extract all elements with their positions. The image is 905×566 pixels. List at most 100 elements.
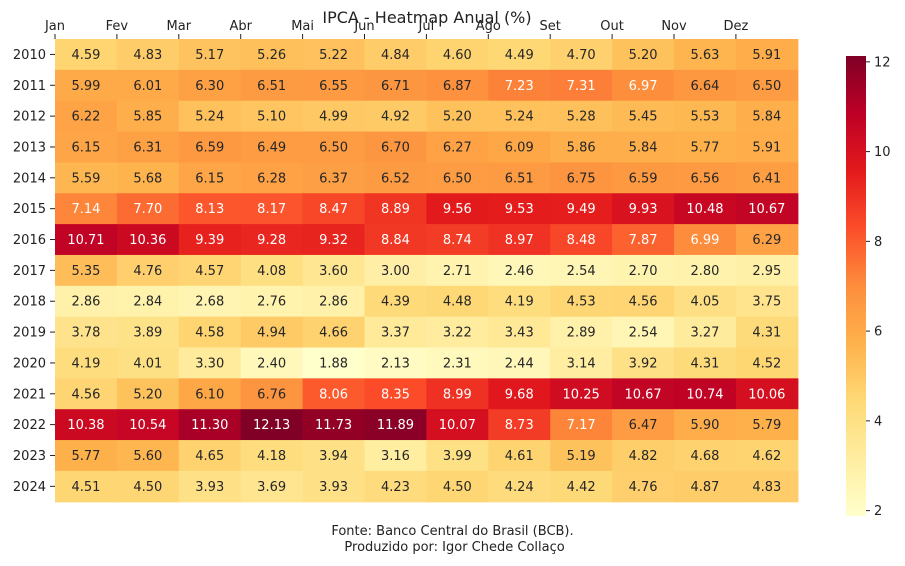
cell-value-label: 5.45 (629, 110, 658, 125)
heatmap-cell (240, 131, 304, 163)
y-tick-label: 2017 (13, 264, 46, 279)
heatmap-cell (426, 316, 489, 349)
cell-value-label: 6.76 (257, 387, 286, 402)
cell-value-label: 1.88 (319, 356, 348, 371)
heatmap-cell (302, 39, 366, 71)
heatmap-cell (178, 470, 242, 503)
cell-value-label: 3.37 (381, 326, 410, 341)
cell-value-label: 4.19 (71, 356, 100, 371)
heatmap-cell (364, 378, 427, 410)
heatmap-cell (550, 409, 613, 441)
heatmap-cell (674, 131, 737, 163)
heatmap-cell (612, 470, 675, 503)
cell-value-label: 3.69 (257, 480, 286, 495)
cell-value-label: 6.50 (752, 79, 781, 94)
x-tick-label: Mai (291, 19, 314, 34)
heatmap-cell (488, 409, 551, 441)
heatmap-cell (488, 440, 551, 472)
cell-value-label: 2.76 (257, 295, 286, 310)
cell-value-label: 6.15 (71, 140, 100, 155)
cell-value-label: 10.74 (686, 387, 723, 402)
heatmap-cell (116, 440, 180, 472)
cell-value-label: 10.67 (748, 202, 785, 217)
cell-value-label: 6.51 (505, 171, 534, 186)
heatmap-cell (674, 347, 737, 379)
heatmap-cell (55, 285, 118, 318)
heatmap-cell (674, 193, 737, 225)
heatmap-cell (240, 193, 304, 225)
heatmap-cell (612, 131, 675, 163)
cell-value-label: 4.39 (381, 295, 410, 310)
heatmap-cell (550, 470, 613, 503)
cell-value-label: 6.47 (629, 418, 658, 433)
heatmap-cell (674, 100, 737, 133)
cell-value-label: 3.94 (319, 449, 348, 464)
heatmap-cell (240, 440, 304, 472)
heatmap-cell (178, 224, 242, 256)
heatmap-cell (550, 162, 613, 194)
heatmap-cell (302, 285, 366, 318)
heatmap-cell (178, 409, 242, 441)
cell-value-label: 5.59 (71, 171, 100, 186)
cell-value-label: 6.10 (195, 387, 224, 402)
x-tick-label: Jan (44, 19, 65, 34)
cell-value-label: 8.89 (381, 202, 410, 217)
heatmap-cell (550, 378, 613, 410)
cell-value-label: 6.71 (381, 79, 410, 94)
cell-value-label: 6.41 (752, 171, 781, 186)
cell-value-label: 4.18 (257, 449, 286, 464)
cell-value-label: 7.14 (71, 202, 100, 217)
cell-value-label: 2.84 (133, 295, 162, 310)
cell-value-label: 6.59 (629, 171, 658, 186)
cell-value-label: 4.57 (195, 264, 224, 279)
heatmap-cell (735, 378, 799, 410)
cell-value-label: 3.92 (629, 356, 658, 371)
cell-value-label: 4.61 (505, 449, 534, 464)
heatmap-cell (612, 440, 675, 472)
heatmap-cell (302, 409, 366, 441)
heatmap-cell (426, 162, 489, 194)
cell-value-label: 3.14 (567, 356, 596, 371)
cell-value-label: 4.76 (629, 480, 658, 495)
heatmap-cell (488, 162, 551, 194)
heatmap-cell (178, 131, 242, 163)
heatmap-cell (550, 69, 613, 102)
heatmap-cell (612, 224, 675, 256)
heatmap-cell (116, 316, 180, 349)
cell-value-label: 3.89 (133, 326, 162, 341)
cell-value-label: 10.07 (439, 418, 476, 433)
heatmap-cell (426, 69, 489, 102)
heatmap-cell (612, 316, 675, 349)
cell-value-label: 4.83 (133, 48, 162, 63)
heatmap-cell (426, 470, 489, 503)
heatmap-cell (55, 100, 118, 133)
heatmap-cell (735, 254, 799, 287)
heatmap-cell (364, 254, 427, 287)
heatmap-cell (240, 409, 304, 441)
heatmap-cell (364, 193, 427, 225)
cell-value-label: 7.31 (567, 79, 596, 94)
heatmap-cell (426, 193, 489, 225)
cell-value-label: 8.84 (381, 233, 410, 248)
cell-value-label: 3.99 (443, 449, 472, 464)
heatmap-cell (488, 285, 551, 318)
heatmap-cell (612, 39, 675, 71)
heatmap-cell (426, 440, 489, 472)
heatmap-cell (116, 193, 180, 225)
colorbar-tick-label: 2 (874, 504, 882, 519)
heatmap-cell (116, 254, 180, 287)
heatmap-cell (612, 254, 675, 287)
cell-value-label: 2.80 (690, 264, 719, 279)
cell-value-label: 4.76 (133, 264, 162, 279)
heatmap-cell (55, 224, 118, 256)
heatmap-cell (240, 470, 304, 503)
cell-value-label: 7.70 (133, 202, 162, 217)
cell-value-label: 8.74 (443, 233, 472, 248)
cell-value-label: 11.30 (191, 418, 228, 433)
x-tick-label: Abr (229, 19, 252, 34)
cell-value-label: 8.35 (381, 387, 410, 402)
heatmap-cell (116, 131, 180, 163)
heatmap-cell (302, 224, 366, 256)
heatmap-cell (364, 131, 427, 163)
